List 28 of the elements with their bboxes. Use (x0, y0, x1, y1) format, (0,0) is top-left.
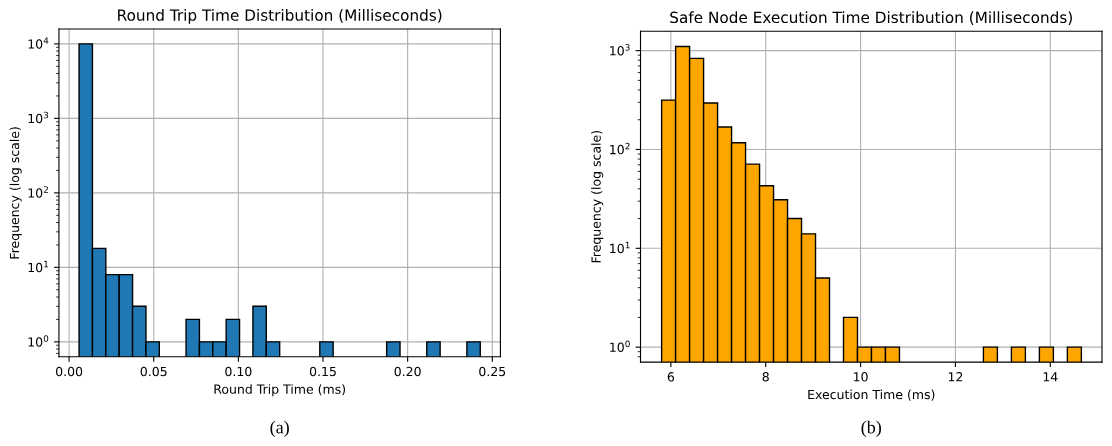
y-tick-label: 10$^{1}$ (28, 260, 48, 273)
chart-title: Round Trip Time Distribution (Milliseconds) (118, 9, 442, 24)
y-tick-label: 10$^{1}$ (610, 241, 630, 254)
text: (b) (861, 420, 881, 438)
x-tick-label: 0.25 (479, 366, 506, 377)
x-axis-title: Round Trip Time (ms) (214, 384, 346, 397)
x-tick-label: 0.05 (140, 366, 167, 377)
x-axis-title: Execution Time (ms) (808, 389, 935, 401)
chart-title: Safe Node Execution Time Distribution (Milliseconds) (670, 11, 1072, 25)
y-tick-label: 10$^{3}$ (610, 44, 630, 56)
x-tick-label: 10 (854, 372, 868, 382)
y-axis-title: Frequency (log scale) (591, 130, 604, 263)
x-tick-label: 8 (762, 372, 769, 382)
x-tick-label: 0.15 (309, 366, 336, 377)
x-tick-label: 12 (948, 372, 963, 382)
x-tick-label: 6 (667, 372, 675, 382)
text: (a) (270, 420, 289, 438)
y-tick-label: 10$^{4}$ (28, 37, 49, 49)
y-tick-label: 10$^{3}$ (28, 111, 49, 124)
x-tick-label: 0.00 (56, 366, 83, 377)
y-tick-label: 10$^{2}$ (28, 186, 48, 198)
x-tick-label: 0.10 (225, 366, 252, 377)
y-tick-label: 10$^{0}$ (610, 340, 630, 352)
y-axis-title: Frequency (log scale) (9, 127, 22, 259)
x-tick-label: 0.20 (394, 366, 421, 377)
y-tick-label: 10$^{2}$ (610, 142, 630, 155)
x-tick-label: 14 (1043, 372, 1058, 382)
y-tick-label: 10$^{0}$ (28, 335, 49, 347)
